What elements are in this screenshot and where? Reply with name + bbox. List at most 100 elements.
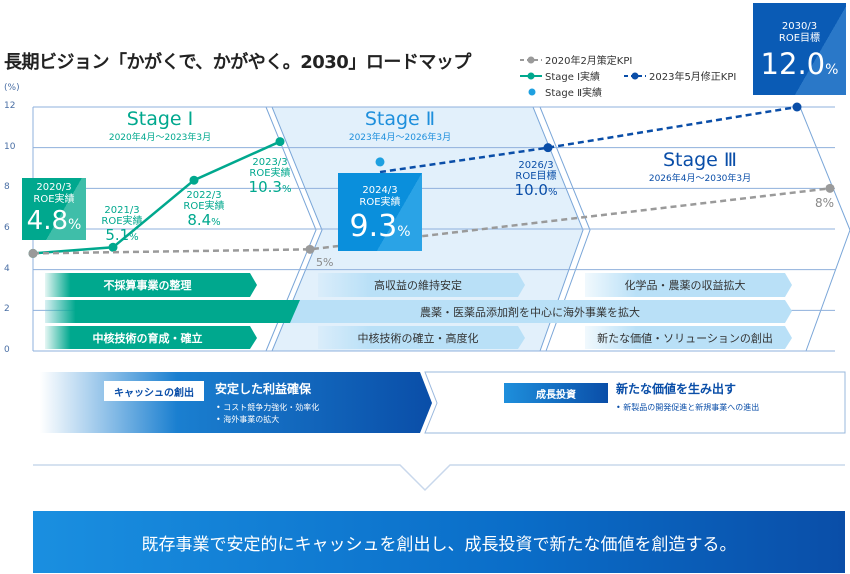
kind: ROE実績	[183, 201, 225, 212]
bar-s1-row1	[45, 273, 257, 297]
conclusion-banner: 既存事業で安定的にキャッシュを創出し、成長投資で新たな価値を創造する。	[141, 534, 737, 555]
kind: ROE目標	[515, 171, 557, 182]
value: 10.3	[248, 178, 282, 196]
y-tick-label: 10	[4, 141, 16, 152]
legend-label: Stage Ⅱ実績	[545, 88, 602, 99]
growth-heading: 新たな価値を生み出す	[616, 382, 737, 396]
cash-bullets: • コスト競争力強化・効率化 • 海外事業の拡大	[216, 402, 319, 426]
stage-name: Stage Ⅲ	[662, 149, 738, 171]
stage-name: Stage Ⅰ	[126, 108, 194, 130]
unit: %	[211, 217, 221, 228]
series-layer	[28, 102, 835, 258]
old-kpi-point	[305, 244, 315, 254]
y-tick-label: 0	[4, 345, 10, 355]
stage1-actual-point	[189, 175, 199, 185]
growth-tag: 成長投資	[504, 383, 608, 403]
roe-2020-box: 2020/3 ROE実績 4.8%	[22, 178, 86, 240]
bar-s2-row1	[318, 273, 525, 297]
unit: %	[281, 184, 292, 195]
value: 8.4	[187, 211, 212, 229]
light-blue-dot-icon	[528, 88, 536, 95]
stage1-actual-line	[32, 140, 281, 255]
blue-dash-icon	[624, 72, 646, 79]
stage1-actual-point	[108, 242, 118, 252]
green-line-icon	[520, 72, 542, 79]
date: 2030/3	[781, 21, 818, 32]
cash-bullet: • コスト競争力強化・効率化	[216, 403, 320, 412]
legend-revised-kpi: 2023年5月修正KPI	[624, 68, 736, 83]
stage2-heading: Stage Ⅱ 2023年4月～2026年3月	[300, 108, 500, 143]
growth-bullets: • 新製品の開発促進と新規事業への進出	[616, 402, 759, 414]
y-tick-label: 2	[4, 304, 10, 315]
roe-2023-label: 2023/3 ROE実績 10.3%	[240, 157, 300, 198]
stage1-actual-point	[275, 137, 285, 147]
bar-s3-row1	[585, 273, 792, 297]
kind: ROE実績	[101, 216, 143, 227]
date: 2021/3	[104, 205, 140, 216]
divider	[33, 464, 845, 492]
cash-tag: キャッシュの創出	[104, 381, 204, 401]
legend-label: 2020年2月策定KPI	[545, 56, 633, 67]
stage-period: 2020年4月～2023年3月	[108, 133, 212, 143]
date: 2026/3	[518, 160, 554, 171]
stage1-heading: Stage Ⅰ 2020年4月～2023年3月	[60, 108, 260, 143]
s2-row1-label: 高収益の維持安定	[374, 278, 462, 292]
kind: ROE実績	[359, 197, 401, 208]
legend-old-kpi: 2020年2月策定KPI	[520, 52, 632, 67]
value: 10.0	[514, 181, 548, 199]
s3-row3-label: 新たな価値・ソリューションの創出	[597, 331, 773, 345]
s1-row1-label: 不採算事業の整理	[103, 278, 192, 292]
bar-s3-row3	[585, 326, 792, 349]
roe-2022-label: 2022/3 ROE実績 8.4%	[174, 190, 234, 231]
date: 2020/3	[36, 182, 72, 193]
s3-row1-label: 化学品・農薬の収益拡大	[624, 278, 746, 292]
s2-row3-label: 中核技術の確立・高度化	[357, 331, 479, 345]
kind: ROE実績	[33, 194, 75, 205]
stage3-heading: Stage Ⅲ 2026年4月～2030年3月	[600, 149, 800, 184]
page-title: 長期ビジョン「かがくで、かがやく。2030」ロードマップ	[4, 52, 471, 73]
value: 12.0	[760, 47, 826, 81]
value: 4.8	[26, 206, 69, 236]
unit: %	[129, 232, 139, 243]
old-kpi-5-label: 5%	[316, 256, 334, 269]
gray-dash-icon	[520, 56, 542, 63]
unit: %	[825, 62, 839, 78]
banner-bg	[33, 511, 845, 573]
old-kpi-point	[28, 248, 38, 258]
initiative-bars	[45, 273, 792, 349]
old-kpi-line	[32, 187, 831, 255]
roe-2021-label: 2021/3 ROE実績 5.1%	[92, 205, 152, 246]
s1-row3-label: 中核技術の育成・確立	[92, 331, 203, 345]
cash-bullet: • 海外事業の拡大	[216, 415, 280, 424]
old-kpi-8-label: 8%	[815, 196, 835, 210]
unit: %	[547, 187, 558, 198]
bar-s2-row3	[318, 326, 525, 349]
value: 5.1	[105, 226, 130, 244]
stage-period: 2023年4月～2026年3月	[348, 133, 452, 143]
cash-heading: 安定した利益確保	[215, 382, 312, 396]
roe-2026-label: 2026/3 ROE目標 10.0%	[506, 160, 566, 201]
legend-stage1: Stage Ⅰ実績	[520, 68, 600, 83]
stage-name: Stage Ⅱ	[364, 108, 436, 130]
legend-stage2: Stage Ⅱ実績	[528, 84, 602, 99]
date: 2023/3	[252, 157, 288, 168]
bar-s1-row3	[45, 326, 257, 349]
date: 2022/3	[186, 190, 222, 201]
date: 2024/3	[362, 185, 398, 196]
y-tick-label: 4	[4, 263, 10, 274]
row2-label: 農薬・医薬品添加剤を中心に海外事業を拡大	[420, 305, 640, 319]
revised-kpi-point	[792, 102, 802, 112]
unit: %	[397, 224, 411, 240]
kind: ROE目標	[778, 33, 821, 44]
y-tick-label: 12	[4, 101, 16, 111]
y-axis-label: (%)	[4, 83, 20, 93]
y-tick-label: 8	[4, 182, 10, 193]
roe-2030-box: 2030/3 ROE目標 12.0%	[753, 3, 846, 95]
kind: ROE実績	[249, 168, 291, 179]
growth-bullet: • 新製品の開発促進と新規事業への進出	[616, 403, 760, 412]
bar-row2-green	[45, 300, 300, 323]
roe-2024-box: 2024/3 ROE実績 9.3%	[338, 173, 422, 251]
legend-label: Stage Ⅰ実績	[545, 72, 601, 83]
value: 9.3	[349, 209, 398, 244]
